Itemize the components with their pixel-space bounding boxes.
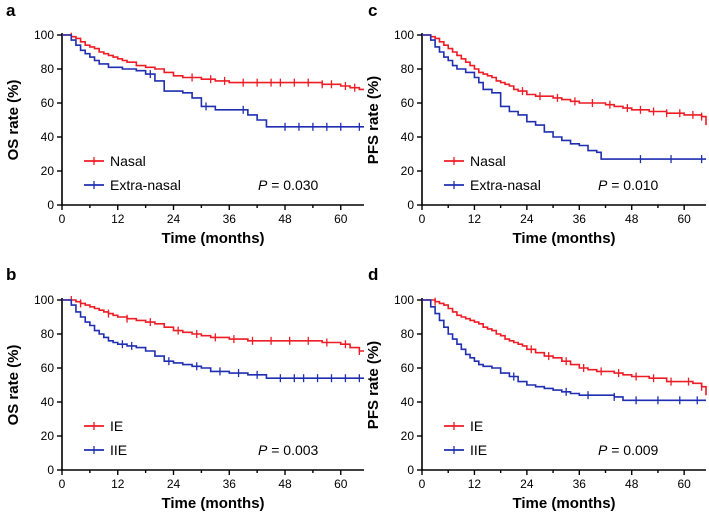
- x-tick-label: 48: [625, 212, 639, 226]
- y-axis-label: OS rate (%): [5, 80, 22, 161]
- y-axis-label: PFS rate (%): [365, 76, 382, 164]
- y-tick-label: 0: [407, 463, 414, 477]
- y-tick-label: 100: [34, 28, 54, 42]
- survival-curve-red: [422, 34, 707, 126]
- y-tick-label: 40: [41, 130, 55, 144]
- legend-label: Extra-nasal: [470, 177, 541, 193]
- y-tick-label: 60: [41, 361, 55, 375]
- p-symbol: P: [598, 177, 608, 193]
- p-value-label: P = 0.010: [598, 177, 659, 193]
- legend-label: Extra-nasal: [110, 177, 181, 193]
- survival-curve-blue: [422, 299, 706, 402]
- y-tick-label: 100: [394, 28, 414, 42]
- y-axis-label: OS rate (%): [5, 345, 22, 426]
- x-tick-label: 36: [573, 477, 587, 491]
- x-tick-label: 24: [520, 212, 534, 226]
- p-value-label: P = 0.009: [598, 442, 659, 458]
- legend-label: IE: [110, 418, 123, 434]
- panel-b: b 0 20 40 60 80 100 0 12 24 36 48 60 Time (months) OS …: [5, 265, 364, 512]
- survival-curve-blue: [62, 34, 364, 128]
- panel-letter: b: [6, 265, 16, 284]
- x-tick-label: 60: [677, 477, 691, 491]
- x-tick-label: 36: [223, 477, 237, 491]
- p-symbol: P: [258, 177, 268, 193]
- y-tick-label: 0: [47, 463, 54, 477]
- y-tick-label: 60: [401, 361, 415, 375]
- panel-c: c 0 20 40 60 80 100 0 12 24 36 48 60 Time (months) PFS…: [365, 1, 707, 247]
- p-value: = 0.010: [607, 177, 658, 193]
- y-tick-label: 0: [47, 198, 54, 212]
- x-tick-label: 60: [334, 212, 348, 226]
- x-tick-label: 12: [468, 477, 482, 491]
- panel-letter: c: [368, 1, 377, 20]
- x-tick-label: 24: [167, 477, 181, 491]
- p-value: = 0.030: [267, 177, 318, 193]
- p-symbol: P: [258, 442, 268, 458]
- y-tick-label: 80: [41, 327, 55, 341]
- x-tick-label: 0: [59, 212, 66, 226]
- y-tick-label: 20: [41, 164, 55, 178]
- y-tick-label: 0: [407, 198, 414, 212]
- y-axis-label: PFS rate (%): [365, 341, 382, 429]
- x-tick-label: 0: [419, 212, 426, 226]
- x-tick-label: 24: [167, 212, 181, 226]
- x-axis-label: Time (months): [512, 495, 615, 512]
- survival-curve-red: [422, 299, 707, 396]
- y-tick-label: 40: [41, 395, 55, 409]
- y-tick-label: 20: [401, 429, 415, 443]
- y-tick-label: 40: [401, 130, 415, 144]
- y-tick-label: 100: [34, 293, 54, 307]
- panel-d: d 0 20 40 60 80 100 0 12 24 36 48 60 Time (months) PFS…: [365, 265, 707, 512]
- panel-letter: d: [368, 265, 378, 284]
- p-value-label: P = 0.003: [258, 442, 319, 458]
- panel-letter: a: [6, 1, 16, 20]
- y-tick-label: 60: [41, 96, 55, 110]
- y-tick-label: 80: [401, 62, 415, 76]
- legend-label: Nasal: [470, 153, 506, 169]
- legend-label: IIE: [470, 442, 487, 458]
- legend-label: Nasal: [110, 153, 146, 169]
- legend-label: IIE: [110, 442, 127, 458]
- x-tick-label: 48: [278, 477, 292, 491]
- p-symbol: P: [598, 442, 608, 458]
- x-tick-label: 12: [111, 477, 125, 491]
- x-tick-label: 0: [419, 477, 426, 491]
- panel-a: a 0 20 40 60 80 100 0 12 24 36 48 60 Time (months) OS …: [5, 1, 364, 247]
- y-tick-label: 20: [41, 429, 55, 443]
- x-tick-label: 36: [573, 212, 587, 226]
- p-value-label: P = 0.030: [258, 177, 319, 193]
- x-axis-label: Time (months): [512, 230, 615, 247]
- x-tick-label: 12: [111, 212, 125, 226]
- p-value: = 0.003: [267, 442, 318, 458]
- x-tick-label: 24: [520, 477, 534, 491]
- x-axis-label: Time (months): [161, 495, 264, 512]
- x-tick-label: 12: [468, 212, 482, 226]
- y-tick-label: 60: [401, 96, 415, 110]
- x-tick-label: 60: [334, 477, 348, 491]
- survival-curve-red: [62, 34, 364, 91]
- x-tick-label: 36: [223, 212, 237, 226]
- survival-curve-blue: [422, 34, 706, 160]
- p-value: = 0.009: [607, 442, 658, 458]
- y-tick-label: 100: [394, 293, 414, 307]
- y-tick-label: 80: [401, 327, 415, 341]
- x-tick-label: 0: [59, 477, 66, 491]
- x-axis-label: Time (months): [161, 230, 264, 247]
- legend-label: IE: [470, 418, 483, 434]
- y-tick-label: 40: [401, 395, 415, 409]
- x-tick-label: 48: [625, 477, 639, 491]
- survival-curve-red: [62, 299, 364, 352]
- x-tick-label: 48: [278, 212, 292, 226]
- y-tick-label: 80: [41, 62, 55, 76]
- y-tick-label: 20: [401, 164, 415, 178]
- x-tick-label: 60: [677, 212, 691, 226]
